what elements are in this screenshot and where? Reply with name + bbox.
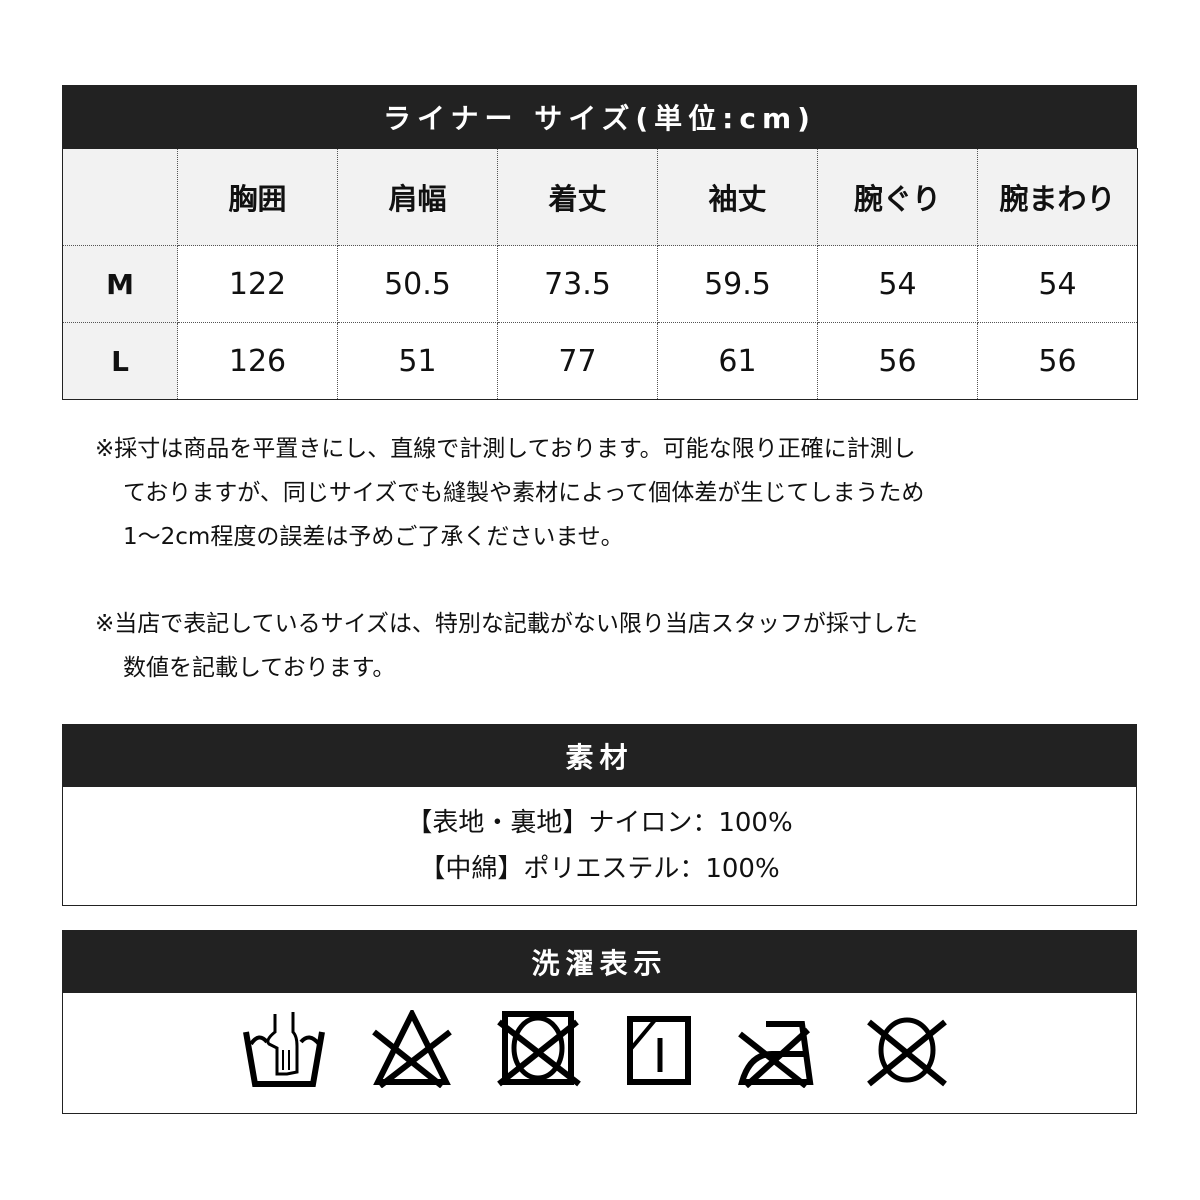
material-title: 素材 bbox=[62, 724, 1137, 787]
measurement-note: ※採寸は商品を平置きにし、直線で計測しております。可能な限り正確に計測し ており… bbox=[95, 427, 1095, 559]
size-note: ※当店で表記しているサイズは、特別な記載がない限り当店スタッフが採寸した 数値を… bbox=[95, 602, 1095, 690]
laundry-box bbox=[62, 993, 1137, 1114]
line-dry-shade-icon bbox=[627, 1016, 691, 1085]
note-line: ※当店で表記しているサイズは、特別な記載がない限り当店スタッフが採寸した bbox=[95, 611, 918, 637]
corner-cell bbox=[62, 148, 178, 246]
table-cell: 61 bbox=[657, 322, 818, 400]
table-cell: 54 bbox=[977, 245, 1138, 323]
table-cell: 126 bbox=[177, 322, 338, 400]
size-table: 胸囲 肩幅 着丈 袖丈 腕ぐり 腕まわり M 122 50.5 73.5 59.… bbox=[62, 148, 1138, 400]
material-line: 【中綿】ポリエステル：100% bbox=[419, 854, 780, 884]
table-cell: 77 bbox=[497, 322, 658, 400]
column-header: 胸囲 bbox=[177, 148, 338, 246]
size-table-title: ライナー サイズ(単位:cm) bbox=[62, 85, 1137, 148]
table-cell: 56 bbox=[977, 322, 1138, 400]
column-header: 腕まわり bbox=[977, 148, 1138, 246]
note-line: ておりますが、同じサイズでも縫製や素材によって個体差が生じてしまうため bbox=[123, 480, 925, 506]
note-line: 数値を記載しております。 bbox=[123, 655, 396, 681]
table-cell: 122 bbox=[177, 245, 338, 323]
note-line: ※採寸は商品を平置きにし、直線で計測しております。可能な限り正確に計測し bbox=[95, 436, 916, 462]
material-line: 【表地・裏地】ナイロン：100% bbox=[406, 808, 793, 838]
column-header: 着丈 bbox=[497, 148, 658, 246]
table-cell: 59.5 bbox=[657, 245, 818, 323]
no-iron-icon bbox=[738, 1021, 814, 1088]
no-tumble-dry-icon bbox=[497, 1011, 581, 1087]
column-header: 袖丈 bbox=[657, 148, 818, 246]
size-label: M bbox=[62, 245, 178, 323]
table-cell: 73.5 bbox=[497, 245, 658, 323]
no-dry-clean-icon bbox=[867, 1017, 947, 1087]
table-row: L 126 51 77 61 56 56 bbox=[62, 322, 1138, 400]
table-cell: 54 bbox=[817, 245, 978, 323]
laundry-title: 洗濯表示 bbox=[62, 930, 1137, 993]
table-cell: 51 bbox=[337, 322, 498, 400]
hand-wash-icon bbox=[243, 1012, 325, 1087]
table-cell: 50.5 bbox=[337, 245, 498, 323]
column-header: 肩幅 bbox=[337, 148, 498, 246]
table-row: M 122 50.5 73.5 59.5 54 54 bbox=[62, 245, 1138, 323]
table-header-row: 胸囲 肩幅 着丈 袖丈 腕ぐり 腕まわり bbox=[62, 148, 1138, 246]
no-bleach-icon bbox=[372, 1010, 452, 1088]
note-line: 1〜2cm程度の誤差は予めご了承くださいませ。 bbox=[123, 524, 624, 550]
size-label: L bbox=[62, 322, 178, 400]
table-cell: 56 bbox=[817, 322, 978, 400]
column-header: 腕ぐり bbox=[817, 148, 978, 246]
material-box: 【表地・裏地】ナイロン：100% 【中綿】ポリエステル：100% bbox=[62, 787, 1137, 906]
